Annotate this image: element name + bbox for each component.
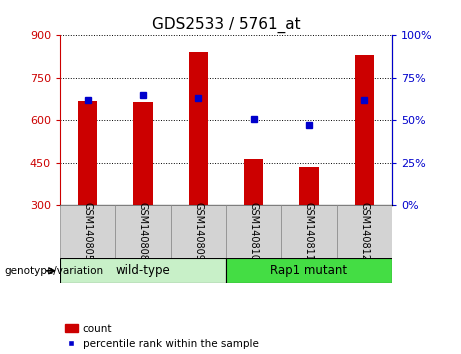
Bar	[78, 101, 97, 205]
Text: Rap1 mutant: Rap1 mutant	[270, 264, 348, 277]
Legend: count, percentile rank within the sample: count, percentile rank within the sample	[65, 324, 259, 349]
Bar	[189, 52, 208, 205]
Bar	[133, 102, 153, 205]
Bar	[299, 167, 319, 205]
Bar	[60, 258, 226, 283]
Title: GDS2533 / 5761_at: GDS2533 / 5761_at	[152, 16, 300, 33]
Text: genotype/variation: genotype/variation	[5, 266, 104, 276]
Text: GSM140812: GSM140812	[359, 202, 369, 261]
Text: GSM140811: GSM140811	[304, 202, 314, 261]
Bar	[115, 205, 171, 258]
Bar	[337, 205, 392, 258]
Text: GSM140805: GSM140805	[83, 202, 93, 261]
Bar	[281, 205, 337, 258]
Bar	[171, 205, 226, 258]
Text: GSM140810: GSM140810	[248, 202, 259, 261]
Bar	[60, 205, 115, 258]
Bar	[226, 258, 392, 283]
Text: GSM140808: GSM140808	[138, 202, 148, 261]
Text: wild-type: wild-type	[116, 264, 170, 277]
Bar	[244, 159, 263, 205]
Bar	[226, 205, 281, 258]
Text: GSM140809: GSM140809	[193, 202, 203, 261]
Bar	[355, 55, 374, 205]
